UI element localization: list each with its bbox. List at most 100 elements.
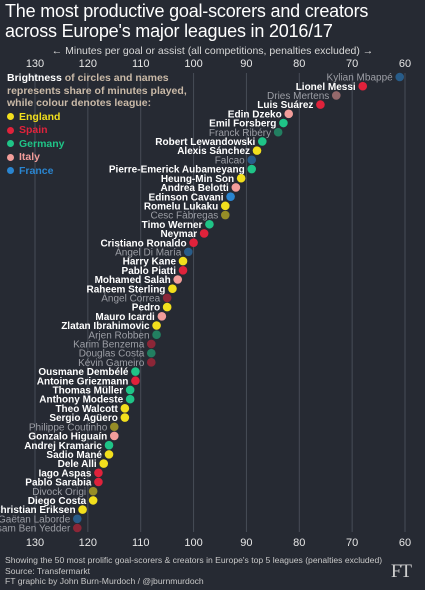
legend-dot: [7, 167, 14, 175]
x-tick-label-top: 120: [79, 58, 97, 70]
player-point: [94, 468, 103, 478]
player-name-label: Douglas Costa: [79, 349, 145, 360]
player-point: [104, 440, 114, 450]
player-point: [146, 358, 156, 367]
player-name-label: Arjen Robben: [88, 330, 149, 341]
player-point: [88, 486, 98, 496]
player-point: [146, 339, 156, 349]
player-point: [236, 173, 246, 183]
footer: Showing the 50 most prolific goal-scorer…: [5, 555, 382, 587]
legend-line-1-rest: of circles and names: [61, 72, 169, 84]
player-name-label: Romelu Lukaku: [144, 201, 218, 212]
player-point: [125, 394, 135, 404]
player-point: [131, 367, 140, 376]
legend-league-germany: Germany: [7, 138, 207, 151]
x-tick-label-top: 70: [346, 58, 358, 70]
player-point: [316, 100, 325, 109]
player-point: [395, 72, 405, 82]
player-point: [252, 146, 262, 155]
player-name-label: Sadio Mané: [46, 450, 102, 461]
footer-note: Showing the 50 most prolific goal-scorer…: [5, 555, 383, 565]
player-name-label: Harry Kane: [123, 257, 177, 268]
legend-dot: [7, 140, 14, 148]
player-name-label: Dele Alli: [58, 459, 97, 470]
x-tick-label-top: 80: [293, 58, 305, 70]
player-name-label: Andrej Kramaric: [24, 441, 102, 452]
player-name-label: Christian Eriksen: [0, 505, 76, 516]
legend: Brightness of circles and names represen…: [7, 72, 207, 177]
legend-league-italy: Italy: [7, 151, 207, 164]
player-point: [178, 256, 188, 266]
ft-logo: FT: [390, 561, 412, 582]
player-point: [231, 183, 241, 192]
player-point: [152, 330, 161, 340]
player-name-label: Pedro: [132, 303, 160, 314]
player-point: [104, 450, 114, 459]
player-point: [131, 376, 140, 386]
player-point: [189, 238, 198, 247]
player-point: [162, 293, 172, 303]
player-point: [220, 201, 230, 211]
player-name-label: Cristiano Ronaldo: [100, 238, 186, 249]
player-point: [199, 229, 209, 238]
player-point: [273, 127, 283, 137]
player-point: [183, 247, 193, 257]
player-name-label: Cesc Fàbregas: [150, 211, 218, 222]
player-name-label: Edinson Cavani: [149, 192, 224, 203]
legend-line-3: while colour denotes league:: [7, 97, 152, 109]
player-name-label: Neymar: [160, 229, 197, 240]
legend-league-label: France: [19, 164, 54, 177]
player-point: [157, 312, 167, 321]
x-tick-label-top: 60: [399, 58, 411, 70]
legend-line-2: represents share of minutes played,: [7, 84, 187, 97]
x-tick-label-bottom: 100: [184, 537, 202, 549]
x-tick-label-bottom: 80: [293, 537, 305, 549]
player-name-label: Wissam Ben Yedder: [0, 524, 71, 535]
legend-league-england: England: [7, 111, 207, 124]
player-point: [257, 137, 267, 146]
player-point: [205, 219, 214, 229]
player-name-label: Mauro Icardi: [95, 312, 155, 323]
legend-keyword: Brightness: [7, 72, 62, 84]
player-name-label: Emil Forsberg: [209, 119, 276, 130]
x-tick-label-bottom: 60: [399, 537, 411, 549]
player-point: [146, 348, 156, 358]
player-name-label: Divock Origi: [32, 487, 86, 498]
player-point: [284, 109, 294, 119]
player-point: [162, 302, 172, 312]
player-point: [78, 505, 87, 514]
player-name-label: Falcao: [215, 155, 245, 166]
player-name-label: Edin Dzeko: [228, 109, 282, 120]
player-name-label: Gonzalo Higuaín: [28, 432, 107, 443]
player-name-label: Lionel Messi: [296, 82, 356, 93]
player-name-label: Antoine Griezmann: [37, 376, 129, 387]
league-list: England Spain Germany Italy France: [7, 111, 207, 178]
player-name-label: Sergio Agüero: [49, 413, 118, 424]
player-name-label: Andrea Belotti: [161, 183, 230, 194]
player-name-label: Ousmane Dembélé: [38, 367, 128, 378]
player-name-label: Karim Benzema: [73, 340, 145, 351]
player-point: [72, 523, 82, 533]
legend-league-label: Spain: [19, 124, 48, 136]
player-point: [109, 431, 119, 441]
player-point: [279, 118, 288, 128]
player-point: [220, 210, 230, 220]
legend-dot: [7, 126, 14, 134]
x-tick-label-bottom: 120: [79, 537, 97, 549]
player-name-label: Kévin Gameiro: [78, 358, 145, 369]
player-point: [226, 192, 235, 201]
footer-source: Source: Transfermarkt: [5, 565, 91, 576]
player-name-label: Anthony Modeste: [39, 395, 123, 406]
player-point: [120, 413, 130, 422]
chart-title: The most productive goal-scorers and cre…: [5, 1, 369, 41]
player-name-label: Ángel Di María: [115, 245, 182, 258]
player-name-label: Pablo Sarabia: [25, 478, 92, 489]
axis-caption: ← Minutes per goal or assist (all compet…: [51, 45, 374, 57]
player-point: [331, 91, 341, 100]
player-name-label: Theo Walcott: [55, 404, 118, 415]
player-point: [247, 164, 257, 174]
x-tick-label-bottom: 110: [132, 537, 150, 549]
player-name-label: Gaëtan Laborde: [0, 514, 71, 525]
player-name-label: Diego Costa: [28, 496, 87, 507]
player-name-label: Zlatan Ibrahimovic: [61, 321, 150, 332]
